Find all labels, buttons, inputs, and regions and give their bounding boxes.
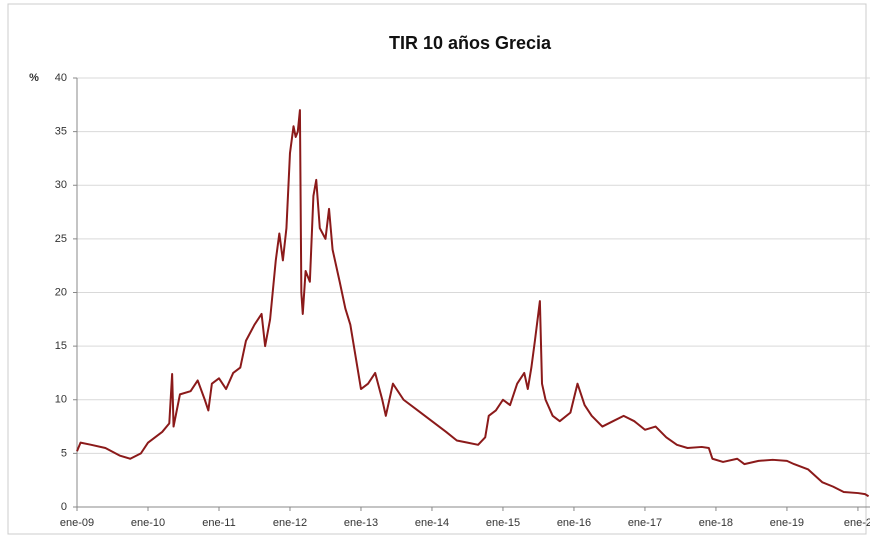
x-tick-label: ene-16 (557, 517, 591, 529)
y-tick-label: 10 (55, 394, 67, 406)
x-tick-label: ene-17 (628, 517, 662, 529)
x-tick-label: ene-18 (699, 517, 733, 529)
x-tick-label: ene-10 (131, 517, 165, 529)
y-tick-label: 20 (55, 286, 67, 298)
x-tick-label: ene-15 (486, 517, 520, 529)
y-axis-label: % (29, 72, 39, 84)
y-tick-label: 30 (55, 179, 67, 191)
x-tick-label: ene-09 (60, 517, 94, 529)
y-tick-label: 25 (55, 233, 67, 245)
x-tick-label: ene-19 (770, 517, 804, 529)
y-tick-label: 35 (55, 126, 67, 138)
x-tick-label: ene-14 (415, 517, 449, 529)
chart-frame (7, 3, 867, 535)
x-tick-label: ene-11 (202, 517, 235, 529)
y-tick-label: 0 (61, 501, 67, 513)
y-tick-label: 15 (55, 340, 67, 352)
x-tick-label: ene-13 (344, 517, 378, 529)
x-tick-label: ene-2 (844, 517, 870, 529)
line-series (76, 109, 870, 498)
y-tick-label: 5 (61, 447, 67, 459)
x-tick-label: ene-12 (273, 517, 307, 529)
chart-title: TIR 10 años Grecia (389, 33, 552, 53)
y-tick-label: 40 (55, 72, 67, 84)
